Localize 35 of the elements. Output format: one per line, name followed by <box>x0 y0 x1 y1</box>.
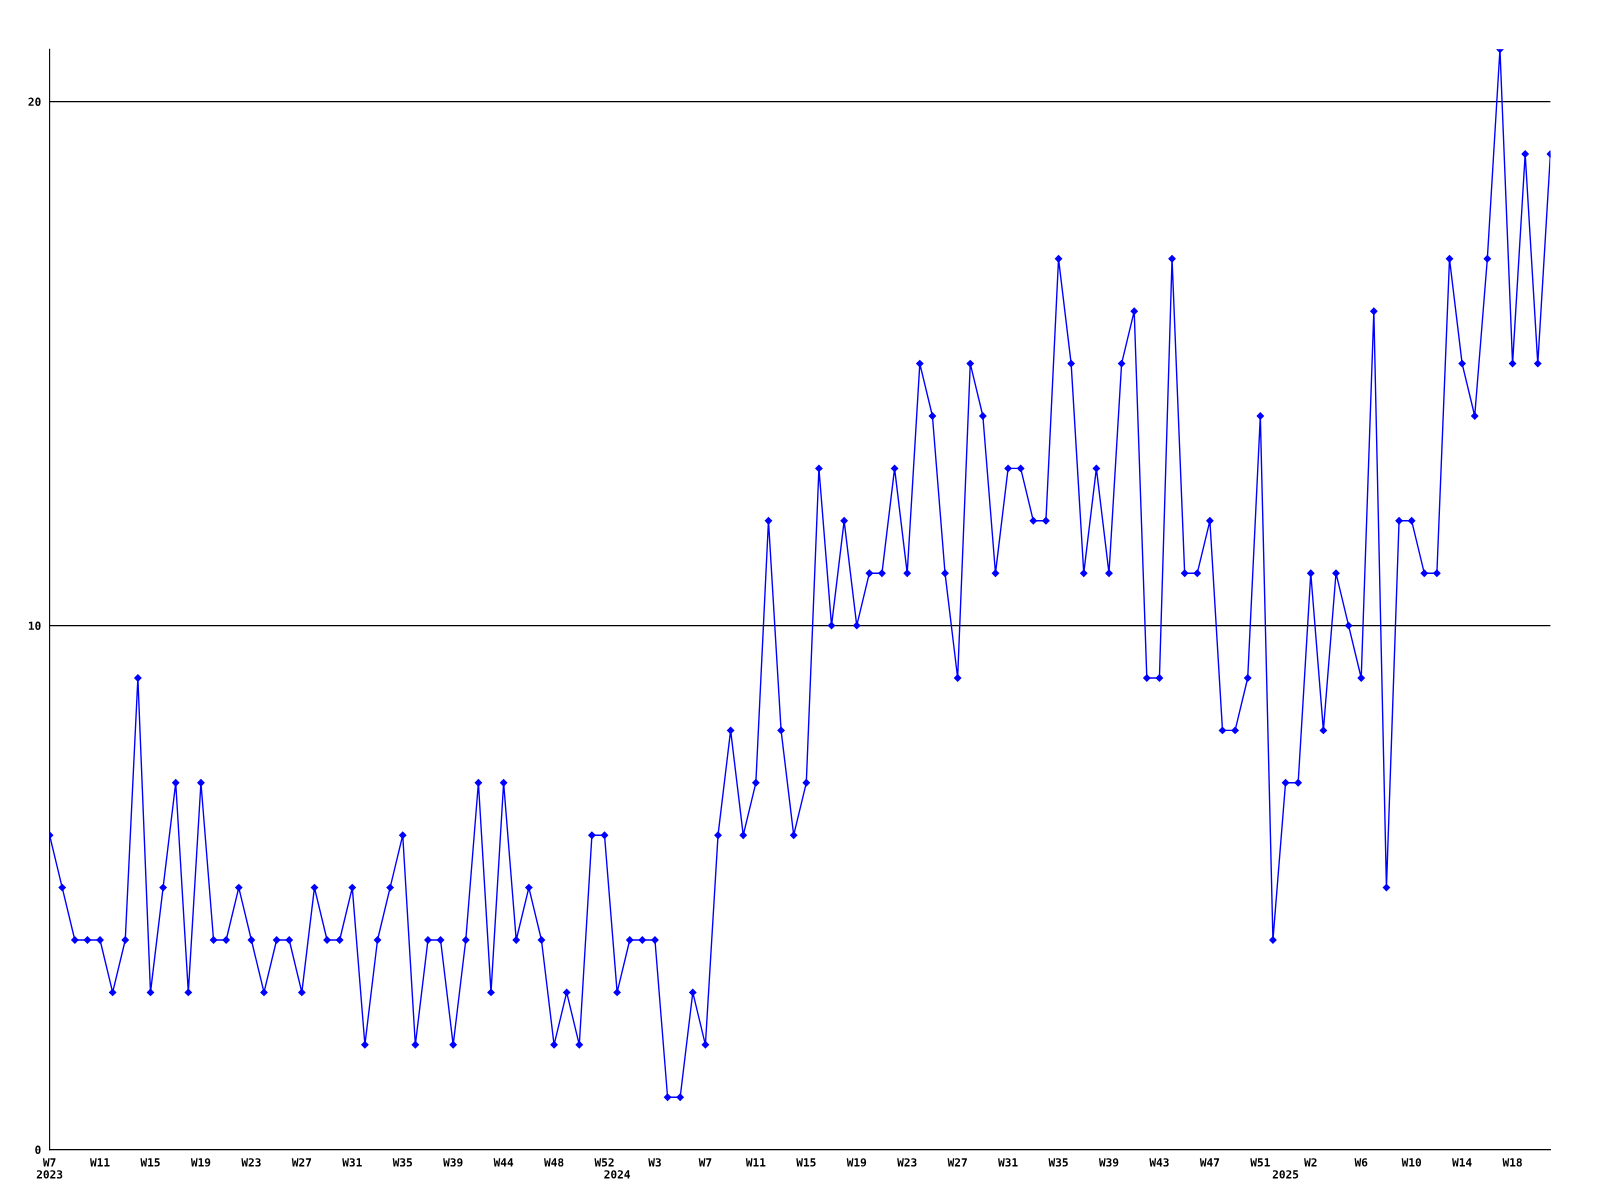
x-tick-label: W3 <box>648 1158 661 1167</box>
x-tick-label: W11 <box>90 1158 110 1167</box>
x-tick-label: W23 <box>897 1158 917 1167</box>
y-tick-label: 0 <box>35 1145 41 1154</box>
x-tick-label: W31 <box>998 1158 1018 1167</box>
x-tick-label: W15 <box>796 1158 816 1167</box>
x-tick-label: W18 <box>1502 1158 1522 1167</box>
x-tick-label: W11 <box>745 1158 766 1167</box>
x-tick-label: 2024 <box>604 1170 631 1179</box>
x-tick-label: W51 <box>1250 1158 1270 1167</box>
x-tick-label: W27 <box>947 1158 967 1167</box>
x-tick-label: W14 <box>1452 1158 1472 1167</box>
x-tick-label: W27 <box>291 1158 312 1167</box>
x-tick-label: W35 <box>1048 1158 1068 1167</box>
x-tick-label: W6 <box>1354 1158 1368 1167</box>
x-tick-label: W52 <box>594 1158 614 1167</box>
x-tick-label: W48 <box>544 1158 564 1167</box>
x-tick-label: W2 <box>1304 1158 1317 1167</box>
x-tick-label: W39 <box>1098 1158 1119 1167</box>
x-tick-label: W15 <box>140 1158 160 1167</box>
x-tick-label: W23 <box>241 1158 261 1167</box>
x-tick-label: W44 <box>493 1158 514 1167</box>
x-tick-label: W31 <box>342 1158 362 1167</box>
x-tick-label: W39 <box>443 1158 463 1167</box>
x-tick-label: W19 <box>846 1158 867 1167</box>
x-tick-label: W47 <box>1199 1158 1220 1167</box>
x-tick-label: W19 <box>190 1158 211 1167</box>
x-tick-label: W10 <box>1401 1158 1422 1167</box>
x-tick-label: W7 <box>698 1158 712 1167</box>
x-tick-label: W43 <box>1149 1158 1169 1167</box>
y-tick-label: 10 <box>28 621 41 630</box>
x-tick-label: W35 <box>392 1158 413 1167</box>
y-tick-label: 20 <box>28 97 41 106</box>
x-tick-label: 2025 <box>1272 1170 1299 1179</box>
x-tick-label: W7 2023 <box>36 1158 63 1179</box>
